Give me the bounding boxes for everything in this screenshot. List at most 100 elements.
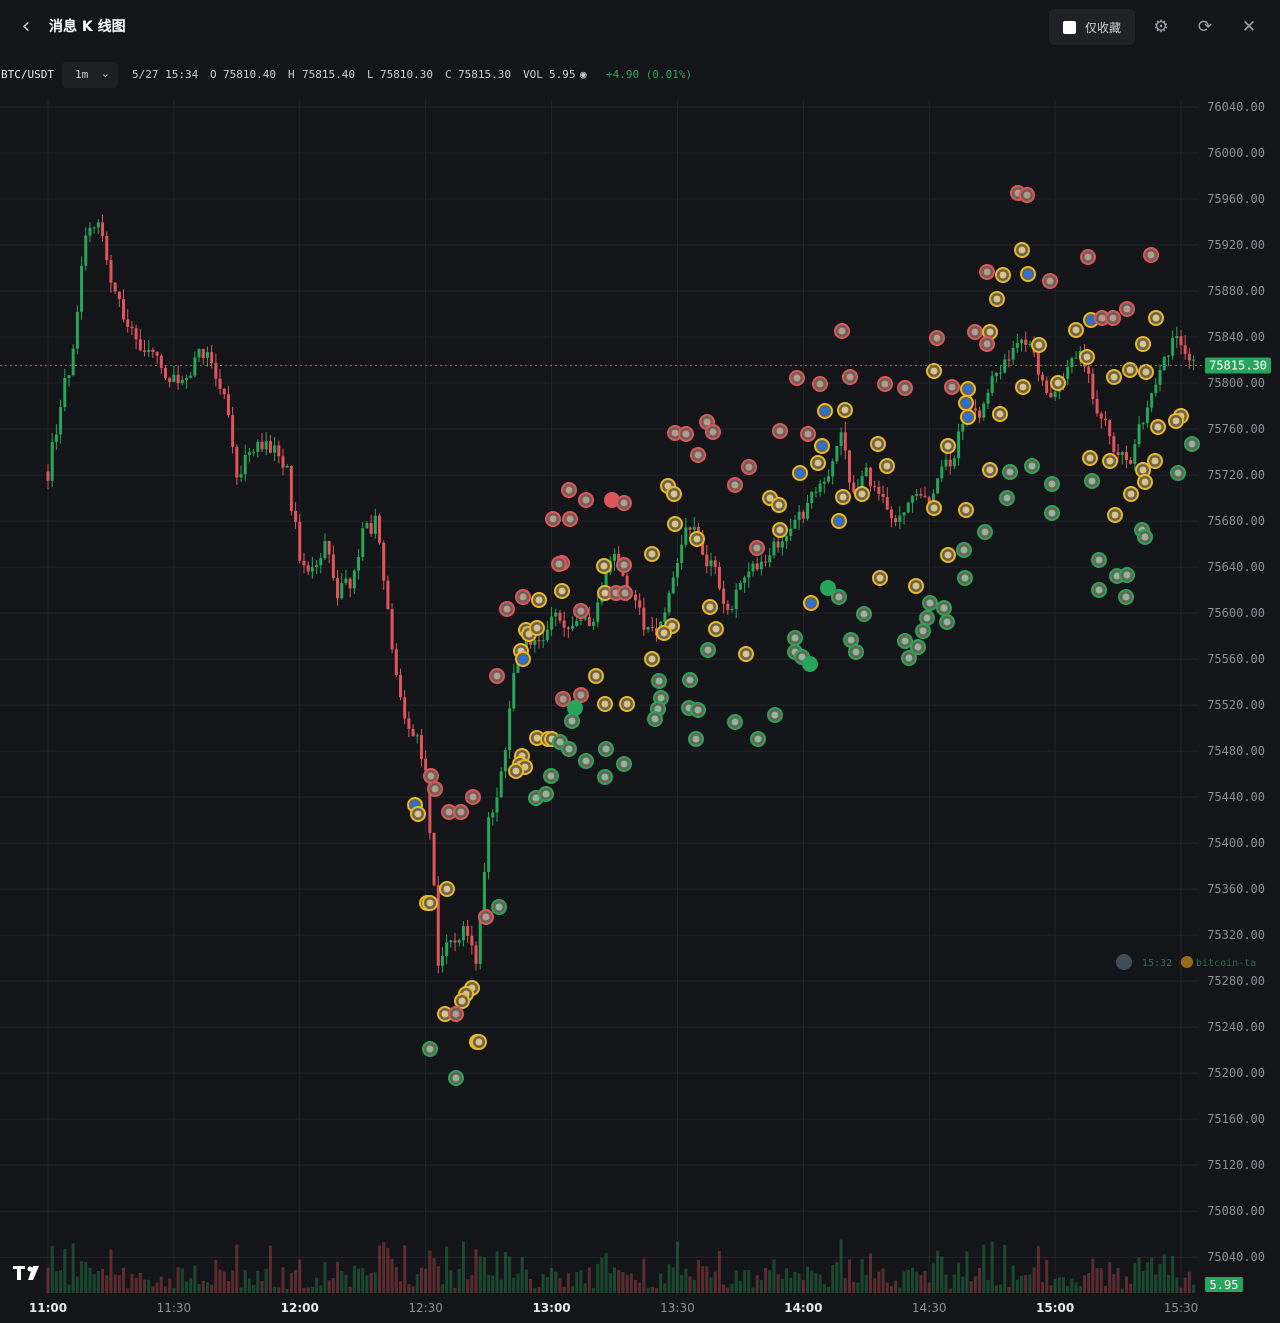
news-marker[interactable] bbox=[1150, 419, 1166, 435]
news-marker[interactable] bbox=[543, 768, 559, 784]
news-marker[interactable] bbox=[597, 696, 613, 712]
news-marker[interactable] bbox=[578, 753, 594, 769]
news-marker[interactable] bbox=[644, 651, 660, 667]
news-marker[interactable] bbox=[835, 489, 851, 505]
news-markers[interactable] bbox=[407, 185, 1200, 1086]
news-marker[interactable] bbox=[929, 330, 945, 346]
news-marker[interactable] bbox=[1102, 453, 1118, 469]
news-marker[interactable] bbox=[688, 731, 704, 747]
news-marker[interactable] bbox=[1148, 310, 1164, 326]
news-marker[interactable] bbox=[705, 424, 721, 440]
news-marker[interactable] bbox=[1135, 336, 1151, 352]
interval-select[interactable]: 1m ⌄ bbox=[62, 62, 118, 88]
news-marker[interactable] bbox=[834, 323, 850, 339]
news-marker[interactable] bbox=[515, 589, 531, 605]
news-marker[interactable] bbox=[448, 1006, 464, 1022]
news-marker[interactable] bbox=[926, 500, 942, 516]
news-marker[interactable] bbox=[915, 623, 931, 639]
favorites-only-toggle[interactable]: 仅收藏 bbox=[1049, 9, 1135, 45]
news-marker[interactable] bbox=[465, 789, 481, 805]
news-marker[interactable] bbox=[651, 673, 667, 689]
news-marker[interactable] bbox=[702, 599, 718, 615]
news-marker[interactable] bbox=[1122, 362, 1138, 378]
news-marker[interactable] bbox=[690, 447, 706, 463]
news-marker[interactable] bbox=[422, 1041, 438, 1057]
news-marker[interactable] bbox=[1094, 310, 1110, 326]
news-marker[interactable] bbox=[561, 482, 577, 498]
news-avatar[interactable] bbox=[820, 580, 836, 596]
news-marker[interactable] bbox=[489, 668, 505, 684]
news-marker[interactable] bbox=[453, 804, 469, 820]
settings-button[interactable]: ⚙ bbox=[1149, 14, 1173, 40]
news-marker[interactable] bbox=[977, 524, 993, 540]
news-marker[interactable] bbox=[1137, 529, 1153, 545]
news-marker[interactable] bbox=[1170, 465, 1186, 481]
news-marker[interactable] bbox=[958, 395, 974, 411]
news-marker[interactable] bbox=[1143, 247, 1159, 263]
news-marker[interactable] bbox=[598, 741, 614, 757]
news-marker[interactable] bbox=[792, 465, 808, 481]
news-marker[interactable] bbox=[837, 402, 853, 418]
eye-icon[interactable]: ◉ bbox=[580, 68, 587, 81]
news-marker[interactable] bbox=[1002, 464, 1018, 480]
news-marker[interactable] bbox=[616, 495, 632, 511]
news-marker[interactable] bbox=[982, 462, 998, 478]
news-marker[interactable] bbox=[564, 713, 580, 729]
news-marker[interactable] bbox=[588, 668, 604, 684]
news-marker[interactable] bbox=[940, 547, 956, 563]
news-marker[interactable] bbox=[979, 336, 995, 352]
news-marker[interactable] bbox=[727, 714, 743, 730]
news-marker[interactable] bbox=[956, 542, 972, 558]
news-marker[interactable] bbox=[831, 513, 847, 529]
news-marker[interactable] bbox=[992, 406, 1008, 422]
news-marker[interactable] bbox=[422, 895, 438, 911]
news-marker[interactable] bbox=[1106, 369, 1122, 385]
news-marker[interactable] bbox=[515, 651, 531, 667]
news-marker[interactable] bbox=[944, 379, 960, 395]
news-marker[interactable] bbox=[690, 702, 706, 718]
news-marker[interactable] bbox=[1019, 187, 1035, 203]
news-marker[interactable] bbox=[1031, 337, 1047, 353]
news-marker[interactable] bbox=[1020, 266, 1036, 282]
news-marker[interactable] bbox=[561, 741, 577, 757]
news-marker[interactable] bbox=[870, 436, 886, 452]
news-marker[interactable] bbox=[877, 376, 893, 392]
news-marker[interactable] bbox=[700, 642, 716, 658]
news-marker[interactable] bbox=[1107, 507, 1123, 523]
news-marker[interactable] bbox=[410, 806, 426, 822]
news-marker[interactable] bbox=[647, 711, 663, 727]
news-marker[interactable] bbox=[531, 592, 547, 608]
news-marker[interactable] bbox=[989, 291, 1005, 307]
news-marker[interactable] bbox=[439, 881, 455, 897]
news-marker[interactable] bbox=[848, 644, 864, 660]
news-marker[interactable] bbox=[810, 455, 826, 471]
news-marker[interactable] bbox=[831, 589, 847, 605]
news-marker[interactable] bbox=[958, 502, 974, 518]
news-marker[interactable] bbox=[908, 578, 924, 594]
news-marker[interactable] bbox=[1184, 436, 1200, 452]
news-marker[interactable] bbox=[1068, 322, 1084, 338]
news-marker[interactable] bbox=[573, 603, 589, 619]
news-marker[interactable] bbox=[554, 583, 570, 599]
news-marker[interactable] bbox=[617, 585, 633, 601]
news-marker[interactable] bbox=[667, 516, 683, 532]
news-marker[interactable] bbox=[812, 376, 828, 392]
news-marker[interactable] bbox=[573, 687, 589, 703]
news-marker[interactable] bbox=[854, 486, 870, 502]
news-marker[interactable] bbox=[897, 380, 913, 396]
news-marker[interactable] bbox=[1014, 242, 1030, 258]
close-button[interactable]: ✕ bbox=[1237, 14, 1261, 40]
news-marker[interactable] bbox=[820, 580, 836, 596]
news-marker[interactable] bbox=[789, 370, 805, 386]
news-marker[interactable] bbox=[1119, 301, 1135, 317]
news-marker[interactable] bbox=[427, 781, 443, 797]
back-button[interactable]: ‹ bbox=[14, 14, 38, 40]
news-marker[interactable] bbox=[689, 531, 705, 547]
news-marker[interactable] bbox=[771, 497, 787, 513]
news-marker[interactable] bbox=[508, 763, 524, 779]
news-marker[interactable] bbox=[957, 570, 973, 586]
news-marker[interactable] bbox=[979, 264, 995, 280]
symbol-label[interactable]: BTC/USDT bbox=[1, 68, 54, 81]
news-marker[interactable] bbox=[454, 993, 470, 1009]
news-marker[interactable] bbox=[960, 381, 976, 397]
